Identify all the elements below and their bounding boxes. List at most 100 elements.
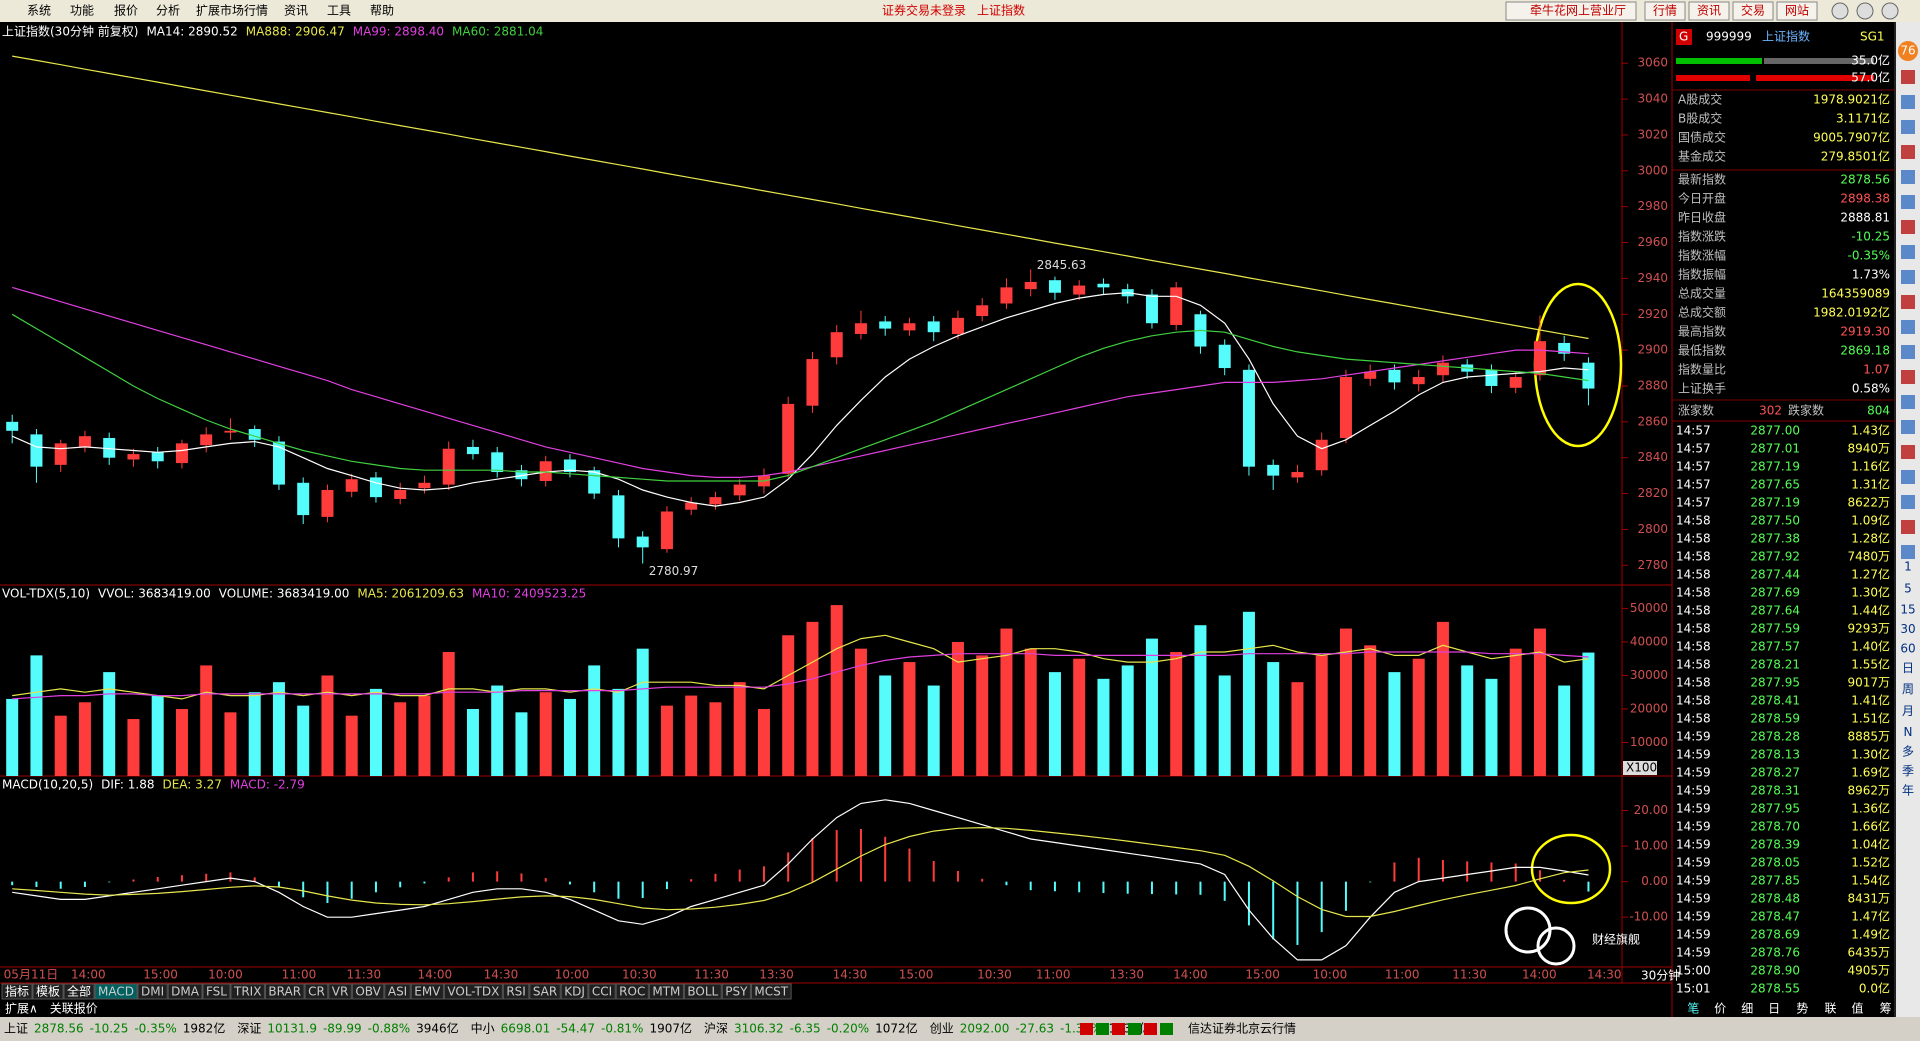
side-button[interactable]: 15 — [1900, 602, 1915, 616]
menu-item[interactable]: 功能 — [70, 4, 94, 18]
indicator-tab[interactable] — [94, 983, 138, 1000]
indicator-tab[interactable] — [502, 983, 530, 1000]
side-button[interactable]: 年 — [1902, 784, 1914, 798]
indicator-tab[interactable] — [230, 983, 265, 1000]
indicator-tab-label[interactable]: VOL-TDX — [447, 985, 499, 999]
side-button[interactable]: 季 — [1902, 764, 1914, 778]
side-icon[interactable] — [1901, 120, 1915, 134]
indicator-tab[interactable] — [264, 983, 305, 1000]
side-button[interactable]: 30 — [1900, 622, 1915, 636]
indicator-tab-label[interactable]: PSY — [725, 985, 748, 999]
indicator-tab[interactable] — [137, 983, 168, 1000]
indicator-tab-label[interactable]: SAR — [533, 985, 557, 999]
indicator-tab[interactable] — [384, 983, 411, 1000]
indicator-tab[interactable] — [648, 983, 684, 1000]
quote-tab[interactable]: 日 — [1768, 1002, 1780, 1016]
indicator-tab[interactable] — [683, 983, 722, 1000]
side-icon[interactable] — [1901, 370, 1915, 384]
side-icon[interactable] — [1901, 195, 1915, 209]
menu-item[interactable]: 系统 — [27, 4, 51, 18]
side-icon[interactable] — [1901, 345, 1915, 359]
quote-tab[interactable]: 势 — [1796, 1002, 1808, 1016]
side-icon[interactable] — [1901, 295, 1915, 309]
indicator-tab[interactable] — [167, 983, 203, 1000]
menu-item[interactable]: 帮助 — [370, 4, 394, 18]
side-icon[interactable] — [1901, 170, 1915, 184]
indicator-tab[interactable] — [750, 983, 792, 1000]
indicator-tab-label[interactable]: 指标 — [5, 984, 29, 999]
menu-item[interactable]: 资讯 — [284, 4, 308, 18]
side-icon[interactable] — [1901, 270, 1915, 284]
indicator-tab-label[interactable]: CCI — [592, 985, 612, 999]
indicator-tab-label[interactable]: EMV — [414, 985, 441, 999]
indicator-tab-label[interactable]: VR — [332, 985, 349, 999]
extra-tab[interactable]: 扩展∧ — [5, 1002, 38, 1016]
menu-item[interactable]: 扩展市场行情 — [196, 3, 268, 18]
indicator-tab[interactable] — [588, 983, 616, 1000]
menu-button-label[interactable]: 资讯 — [1697, 4, 1721, 18]
quote-tab[interactable]: 笔 — [1687, 1001, 1699, 1016]
menu-button[interactable] — [1776, 1, 1818, 21]
menu-button-label[interactable]: 网站 — [1785, 4, 1809, 18]
menu-button-label[interactable]: 交易 — [1741, 3, 1765, 18]
side-icon[interactable] — [1901, 320, 1915, 334]
indicator-tab[interactable] — [529, 983, 561, 1000]
indicator-tab[interactable] — [721, 983, 751, 1000]
quote-tab[interactable]: 价 — [1714, 1002, 1726, 1016]
side-icon[interactable] — [1901, 245, 1915, 259]
window-button[interactable] — [1881, 2, 1899, 20]
quote-tab[interactable]: 值 — [1851, 1001, 1863, 1016]
menu-button[interactable] — [1732, 1, 1774, 21]
side-icon[interactable] — [1901, 470, 1915, 484]
indicator-tab-label[interactable]: MCST — [754, 985, 788, 999]
quote-tab[interactable]: 细 — [1741, 1002, 1753, 1016]
indicator-tab-label[interactable]: FSL — [206, 985, 227, 999]
menu-button[interactable] — [1644, 1, 1686, 21]
window-button[interactable] — [1856, 2, 1874, 20]
menu-button-label[interactable]: 行情 — [1653, 4, 1677, 18]
indicator-tab[interactable] — [615, 983, 649, 1000]
window-button[interactable] — [1831, 2, 1849, 20]
indicator-tab[interactable] — [443, 983, 503, 1000]
menu-item[interactable]: 分析 — [156, 4, 180, 18]
indicator-tab-label[interactable]: DMI — [141, 985, 164, 999]
indicator-tab[interactable] — [560, 983, 589, 1000]
quote-tab[interactable]: 筹 — [1880, 1002, 1892, 1016]
side-button[interactable]: 60 — [1900, 641, 1915, 655]
hall-button-label[interactable]: 牵牛花网上营业厅 — [1530, 3, 1626, 18]
indicator-tab-label[interactable]: 全部 — [67, 984, 91, 999]
quote-tab[interactable]: 联 — [1825, 1002, 1837, 1016]
side-button[interactable]: 5 — [1904, 581, 1912, 595]
side-icon[interactable] — [1901, 545, 1915, 559]
indicator-tab[interactable] — [351, 983, 385, 1000]
indicator-tab[interactable] — [304, 983, 329, 1000]
indicator-tab-label[interactable]: MTM — [652, 985, 680, 999]
hall-button[interactable] — [1505, 1, 1637, 21]
indicator-tab-label[interactable]: RSI — [506, 985, 526, 999]
side-button[interactable]: 月 — [1902, 704, 1914, 718]
indicator-tab[interactable] — [410, 983, 444, 1000]
side-icon[interactable] — [1901, 145, 1915, 159]
side-icon[interactable] — [1901, 220, 1915, 234]
indicator-tab-label[interactable]: OBV — [355, 985, 381, 999]
indicator-tab-label[interactable]: CR — [308, 985, 325, 999]
side-button[interactable]: N — [1904, 725, 1913, 739]
indicator-tab-label[interactable]: ROC — [619, 985, 645, 999]
extra-tab[interactable]: 关联报价 — [50, 1001, 98, 1016]
side-icon[interactable] — [1901, 95, 1915, 109]
indicator-tab[interactable] — [63, 983, 95, 1000]
indicator-tab[interactable] — [1, 983, 33, 1000]
side-button[interactable]: 周 — [1902, 682, 1914, 696]
indicator-tab-label[interactable]: MACD — [98, 985, 134, 999]
indicator-tab[interactable] — [202, 983, 231, 1000]
side-icon[interactable] — [1901, 445, 1915, 459]
menu-item[interactable]: 工具 — [327, 4, 351, 18]
indicator-tab-label[interactable]: ASI — [388, 985, 407, 999]
indicator-tab-label[interactable]: DMA — [171, 985, 200, 999]
indicator-tab[interactable] — [32, 983, 64, 1000]
indicator-tab-label[interactable]: KDJ — [564, 985, 585, 999]
menu-button[interactable] — [1688, 1, 1730, 21]
indicator-tab[interactable] — [328, 983, 352, 1000]
side-button[interactable]: 多 — [1902, 744, 1914, 758]
side-icon[interactable] — [1901, 495, 1915, 509]
